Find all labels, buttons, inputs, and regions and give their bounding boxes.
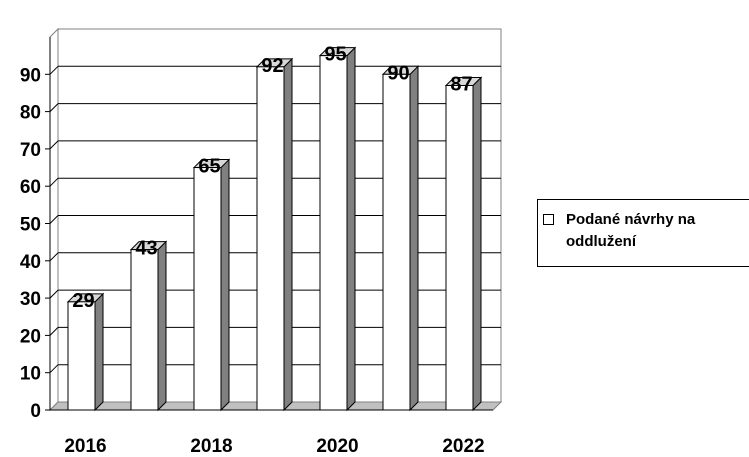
- bar-front: [382, 73, 411, 411]
- gridline-side: [49, 327, 59, 336]
- bar-front: [130, 249, 159, 411]
- data-label: 43: [135, 238, 157, 260]
- bars: [66, 46, 483, 412]
- gridline-side: [49, 252, 59, 262]
- y-tick-label: 70: [20, 140, 41, 161]
- gridline-side: [49, 364, 59, 374]
- data-labels: 29 43 65 92 95 90 87: [72, 44, 472, 312]
- bar-side: [157, 240, 167, 412]
- bar-front: [319, 55, 348, 411]
- bar-front: [445, 84, 474, 411]
- y-tick-label: 50: [20, 215, 41, 236]
- x-tick-label: 2020: [316, 436, 358, 457]
- x-tick-label: 2016: [64, 436, 106, 457]
- data-label: 90: [387, 62, 409, 84]
- gridline-side: [49, 177, 59, 187]
- bar-side: [472, 76, 482, 412]
- y-tick-label: 60: [20, 177, 41, 198]
- bar-front: [67, 301, 96, 411]
- y-axis-ticks: 0 10 20 30 40 50 60 70 80 90: [20, 37, 493, 422]
- bar-front: [256, 66, 285, 411]
- gridline-side: [49, 140, 59, 150]
- y-tick-label: 30: [20, 289, 41, 310]
- bar-side: [94, 292, 104, 412]
- bar-side: [220, 158, 230, 412]
- x-axis-ticks: 2016 2018 2020 2022: [64, 436, 484, 457]
- gridline-side: [49, 215, 59, 224]
- data-label: 95: [324, 44, 346, 66]
- y-tick-label: 0: [30, 401, 41, 422]
- legend-label: Podané návrhy na oddlužení: [566, 211, 696, 250]
- bar: [444, 76, 483, 412]
- bar: [318, 46, 357, 412]
- y-tick-label: 40: [20, 252, 41, 273]
- bar: [66, 292, 105, 412]
- bar: [381, 65, 420, 412]
- gridline-side: [49, 103, 59, 112]
- bar-side: [346, 46, 356, 412]
- data-label: 87: [450, 73, 472, 95]
- y-tick-label: 90: [20, 65, 41, 86]
- legend: Podané návrhy na oddlužení: [537, 199, 749, 267]
- y-tick-label: 80: [20, 103, 41, 124]
- y-tick-label: 20: [20, 326, 41, 347]
- x-tick-label: 2022: [442, 436, 484, 457]
- y-tick-label: 10: [20, 364, 41, 385]
- bar: [255, 57, 294, 412]
- gridline-side: [49, 289, 59, 299]
- data-label: 65: [198, 156, 220, 178]
- bar: [192, 158, 231, 412]
- x-tick-label: 2018: [190, 436, 232, 457]
- gridline-side: [49, 65, 59, 75]
- data-label: 92: [261, 55, 283, 77]
- bar: [129, 240, 168, 412]
- bar-front: [193, 167, 222, 411]
- data-label: 29: [72, 290, 94, 312]
- bar-side: [283, 57, 293, 412]
- bar-side: [409, 65, 419, 412]
- legend-swatch: [543, 214, 554, 225]
